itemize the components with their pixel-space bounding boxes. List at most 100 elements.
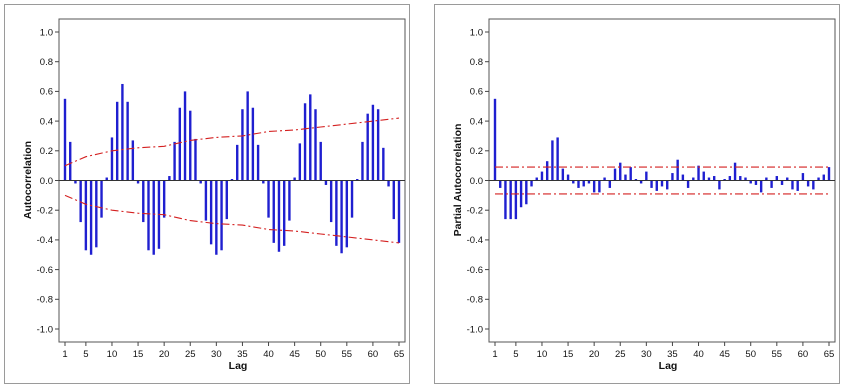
acf-chart-panel: 1.0 0.8 0.6 0.4 0.2 0.0 -0.2 -0.4 -0.6 -0.8 -1.0 1… — [4, 4, 410, 384]
pacf-bar-lag-30 — [645, 171, 648, 181]
acf-chart: 1.0 0.8 0.6 0.4 0.2 0.0 -0.2 -0.4 -0.6 -0.8 -1.0 1… — [22, 18, 406, 372]
pacf-bar-lag-51 — [754, 180, 758, 185]
pacf-bar-lag-6 — [519, 180, 523, 208]
pacf-bar-lag-15 — [566, 174, 570, 181]
pacf-bar-lag-39 — [692, 177, 695, 181]
pacf-y-tick-label: -0.6 — [467, 265, 483, 276]
acf-bar-lag-24 — [183, 91, 187, 181]
acf-x-tick-label: 60 — [368, 349, 379, 360]
acf-bar-lag-50 — [319, 141, 322, 181]
acf-bar-lag-44 — [288, 180, 291, 221]
acf-bar-lag-28 — [204, 180, 208, 221]
acf-bar-lag-23 — [178, 107, 182, 181]
acf-bar-lag-14 — [131, 140, 135, 181]
pacf-x-tick-label: 35 — [667, 349, 678, 360]
pacf-bar-lag-37 — [681, 174, 685, 181]
acf-bar-lag-45 — [293, 177, 296, 181]
pacf-x-tick-label: 25 — [615, 349, 626, 360]
acf-x-tick-label: 5 — [83, 349, 88, 360]
pacf-bar-lag-23 — [608, 180, 612, 188]
acf-y-tick-label: 0.2 — [40, 146, 53, 157]
acf-bar-lag-32 — [225, 180, 228, 220]
acf-x-tick-label: 1 — [62, 349, 67, 360]
acf-bar-lag-9 — [105, 177, 108, 181]
pacf-bar-lag-53 — [765, 177, 768, 181]
pacf-x-tick-label: 5 — [513, 349, 518, 360]
acf-bar-lag-54 — [340, 180, 343, 254]
pacf-bar-lag-36 — [676, 159, 679, 181]
acf-bar-lag-59 — [366, 113, 369, 181]
pacf-y-tick-label: 0.4 — [470, 116, 483, 127]
pacf-bar-lag-12 — [551, 140, 554, 181]
pacf-y-tick-label: 0.6 — [470, 87, 483, 98]
pacf-bar-lag-61 — [806, 180, 810, 187]
pacf-bar-lag-33 — [660, 180, 664, 187]
acf-x-tick-label: 35 — [237, 349, 248, 360]
acf-bar-lag-20 — [162, 180, 166, 218]
pacf-bar-lag-13 — [556, 137, 559, 181]
acf-bar-lag-8 — [100, 180, 103, 218]
acf-bar-lag-63 — [387, 180, 390, 187]
acf-bar-lag-65 — [397, 180, 401, 243]
acf-bar-lag-57 — [356, 179, 359, 181]
pacf-x-tick-label: 40 — [693, 349, 704, 360]
pacf-bar-lag-14 — [561, 168, 565, 181]
pacf-bar-lag-59 — [796, 180, 799, 191]
acf-bars — [63, 83, 401, 255]
acf-bar-lag-46 — [298, 143, 302, 181]
acf-y-tick-label: -0.8 — [37, 295, 53, 306]
acf-bar-lag-33 — [230, 179, 234, 181]
acf-bar-lag-16 — [142, 180, 145, 223]
acf-bar-lag-11 — [115, 101, 119, 181]
pacf-x-tick-label: 20 — [589, 349, 600, 360]
acf-bar-lag-34 — [236, 144, 239, 181]
pacf-bar-lag-11 — [545, 161, 549, 181]
pacf-bar-lag-19 — [587, 180, 591, 184]
pacf-bar-lag-17 — [577, 180, 580, 188]
pacf-bar-lag-56 — [780, 180, 784, 185]
pacf-bar-lag-25 — [619, 162, 622, 181]
pacf-bar-lag-40 — [697, 165, 700, 181]
acf-y-tick-label: -0.6 — [37, 265, 53, 276]
acf-x-tick-label: 50 — [315, 349, 326, 360]
pacf-bar-lag-60 — [801, 173, 805, 181]
acf-bar-lag-2 — [69, 141, 72, 181]
pacf-bar-lag-31 — [650, 180, 653, 188]
acf-bar-lag-53 — [335, 180, 338, 246]
pacf-y-tick-label: -0.4 — [467, 235, 483, 246]
acf-x-tick-label: 10 — [107, 349, 118, 360]
acf-bar-lag-22 — [173, 141, 176, 181]
acf-bar-lag-3 — [74, 180, 77, 184]
pacf-bar-lag-2 — [499, 180, 502, 188]
acf-bar-lag-62 — [382, 147, 385, 181]
acf-x-tick-label: 55 — [342, 349, 353, 360]
acf-x-tick-label: 15 — [133, 349, 144, 360]
pacf-bar-lag-26 — [624, 174, 627, 181]
pacf-chart: 1.0 0.8 0.6 0.4 0.2 0.0 -0.2 -0.4 -0.6 -0.8 -1.0 1… — [452, 18, 836, 372]
pacf-bar-lag-32 — [655, 180, 658, 191]
pacf-bar-lag-49 — [744, 177, 747, 181]
pacf-x-tick-label: 10 — [537, 349, 548, 360]
acf-y-tick-label: -0.2 — [37, 206, 53, 217]
acf-bar-lag-30 — [215, 180, 218, 255]
pacf-x-tick-label: 50 — [745, 349, 756, 360]
pacf-bar-lag-9 — [535, 177, 538, 181]
pacf-y-tick-label: 0.8 — [470, 57, 483, 68]
pacf-bar-lag-52 — [759, 180, 763, 193]
acf-bar-lag-6 — [89, 180, 93, 255]
acf-bar-lag-55 — [345, 180, 349, 248]
pacf-y-axis: 1.0 0.8 0.6 0.4 0.2 0.0 -0.2 -0.4 -0.6 -0.8 -1.0 — [467, 27, 489, 335]
pacf-bar-lag-46 — [728, 176, 732, 181]
pacf-bar-lag-8 — [530, 180, 533, 187]
pacf-bar-lag-41 — [702, 171, 705, 181]
acf-bar-lag-12 — [121, 83, 124, 181]
acf-y-axis-title: Autocorrelation — [22, 141, 34, 219]
acf-bar-lag-26 — [194, 138, 197, 181]
pacf-bar-lag-54 — [770, 180, 773, 188]
acf-bar-lag-21 — [168, 176, 171, 181]
acf-bar-lag-48 — [309, 94, 312, 181]
acf-bar-lag-31 — [220, 180, 223, 251]
acf-bar-lag-1 — [63, 98, 67, 181]
acf-x-tick-label: 25 — [185, 349, 196, 360]
pacf-x-axis: 1 5 10 15 20 25 30 35 40 45 50 55 60 65 — [492, 342, 834, 360]
